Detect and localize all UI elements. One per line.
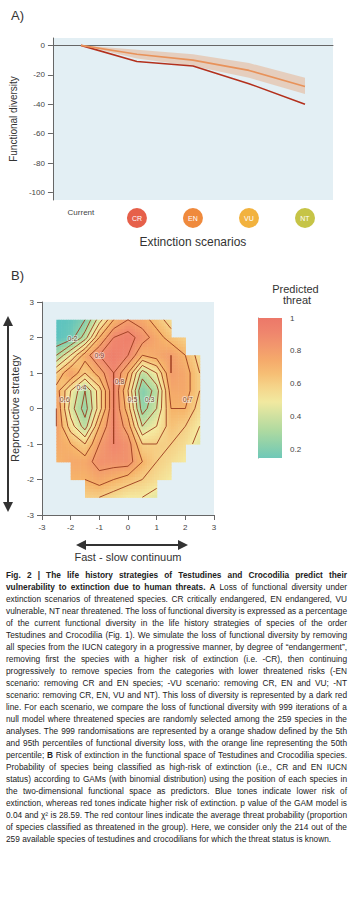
svg-text:Extinction scenarios: Extinction scenarios — [140, 235, 247, 249]
svg-text:EN: EN — [188, 215, 198, 222]
svg-text:CR: CR — [132, 215, 142, 222]
svg-text:A): A) — [11, 8, 24, 23]
svg-text:threat: threat — [283, 294, 311, 306]
svg-text:-40: -40 — [33, 100, 45, 109]
svg-text:1: 1 — [30, 369, 35, 378]
svg-text:0.6: 0.6 — [290, 379, 302, 388]
svg-text:3: 3 — [212, 523, 217, 532]
svg-text:-60: -60 — [33, 129, 45, 138]
svg-text:0.3: 0.3 — [145, 396, 155, 403]
svg-text:Fast - slow continuum: Fast - slow continuum — [75, 551, 182, 563]
svg-text:0.8: 0.8 — [290, 346, 302, 355]
svg-text:Reproductive strategy: Reproductive strategy — [9, 355, 21, 462]
svg-text:2: 2 — [30, 333, 35, 342]
svg-text:VU: VU — [244, 215, 254, 222]
svg-text:-2: -2 — [27, 475, 35, 484]
svg-text:0.9: 0.9 — [94, 352, 104, 359]
svg-text:0.7: 0.7 — [183, 396, 193, 403]
svg-text:0.8: 0.8 — [115, 378, 125, 385]
svg-text:NT: NT — [300, 215, 310, 222]
svg-text:-20: -20 — [33, 70, 45, 79]
svg-text:-1: -1 — [96, 523, 104, 532]
svg-text:1: 1 — [154, 523, 159, 532]
svg-text:0.4: 0.4 — [77, 384, 87, 391]
svg-text:0: 0 — [30, 404, 35, 413]
svg-text:0.2: 0.2 — [68, 335, 78, 342]
svg-text:-3: -3 — [27, 511, 35, 520]
svg-text:Predicted: Predicted — [272, 282, 322, 295]
svg-text:-80: -80 — [33, 159, 45, 168]
svg-text:0: 0 — [40, 41, 45, 50]
svg-text:Functional diversity: Functional diversity — [8, 76, 19, 162]
svg-text:2: 2 — [183, 523, 188, 532]
svg-text:0: 0 — [126, 523, 131, 532]
svg-text:-3: -3 — [38, 523, 46, 532]
svg-text:0.5: 0.5 — [128, 396, 138, 403]
svg-text:0.2: 0.2 — [290, 445, 302, 454]
svg-text:3: 3 — [30, 298, 35, 307]
svg-text:-1: -1 — [27, 440, 35, 449]
svg-text:1: 1 — [290, 314, 295, 323]
svg-text:-100: -100 — [29, 188, 46, 197]
svg-text:-2: -2 — [67, 523, 75, 532]
svg-text:Current: Current — [68, 208, 95, 217]
svg-text:0.6: 0.6 — [60, 396, 70, 403]
svg-text:0.4: 0.4 — [290, 412, 302, 421]
svg-text:B): B) — [11, 268, 24, 283]
html-text:Fig. 2 | The life history stra: Fig. 2 | The life history strategies of … — [6, 570, 347, 844]
